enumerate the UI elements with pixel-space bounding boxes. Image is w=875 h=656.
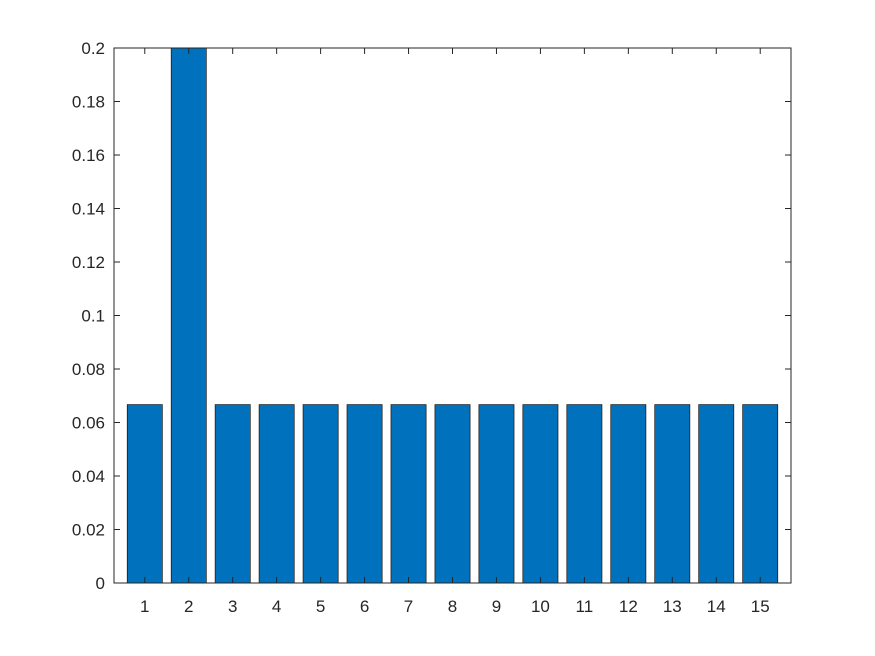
bar-15	[742, 404, 779, 584]
y-tick-label: 0.06	[72, 414, 105, 433]
y-tick-label: 0.2	[81, 39, 105, 58]
x-axis-ticks: 1 2 3 4 5 6 7 8 9 10 11 12 13 14 15	[140, 48, 770, 616]
bar-6	[346, 404, 383, 584]
x-tick-label: 3	[228, 597, 237, 616]
x-tick-label: 13	[663, 597, 682, 616]
bar-5	[302, 404, 339, 584]
y-tick-label: 0.16	[72, 146, 105, 165]
x-tick-label: 1	[140, 597, 149, 616]
x-tick-label: 6	[360, 597, 369, 616]
x-tick-label: 15	[751, 597, 770, 616]
y-tick-label: 0.18	[72, 93, 105, 112]
bar-12	[610, 404, 647, 584]
y-tick-label: 0.12	[72, 253, 105, 272]
bar-7	[390, 404, 427, 584]
y-tick-label: 0.02	[72, 521, 105, 540]
x-tick-label: 7	[404, 597, 413, 616]
y-tick-label: 0.14	[72, 200, 105, 219]
bar-8	[434, 404, 471, 584]
bar-4	[258, 404, 295, 584]
y-tick-label: 0.04	[72, 467, 105, 486]
bar-3	[214, 404, 251, 584]
bar-13	[654, 404, 691, 584]
x-tick-label: 10	[531, 597, 550, 616]
bar-11	[566, 404, 603, 584]
x-tick-label: 4	[272, 597, 281, 616]
x-tick-label: 12	[619, 597, 638, 616]
bars-group	[126, 47, 779, 584]
x-tick-label: 2	[184, 597, 193, 616]
x-tick-label: 11	[576, 597, 594, 616]
bar-9	[478, 404, 515, 584]
x-tick-label: 14	[707, 597, 726, 616]
y-tick-label: 0.1	[81, 307, 105, 326]
bar-1	[126, 404, 163, 584]
x-tick-label: 8	[448, 597, 457, 616]
bar-2	[170, 47, 207, 584]
y-tick-label: 0.08	[72, 360, 105, 379]
y-axis-ticks: 0 0.02 0.04 0.06 0.08 0.1 0.12 0.14 0.16 0.18 0.2	[72, 39, 791, 593]
bar-14	[698, 404, 735, 584]
x-tick-label: 9	[492, 597, 501, 616]
y-tick-label: 0	[96, 574, 105, 593]
bar-10	[522, 404, 559, 584]
x-tick-label: 5	[316, 597, 325, 616]
